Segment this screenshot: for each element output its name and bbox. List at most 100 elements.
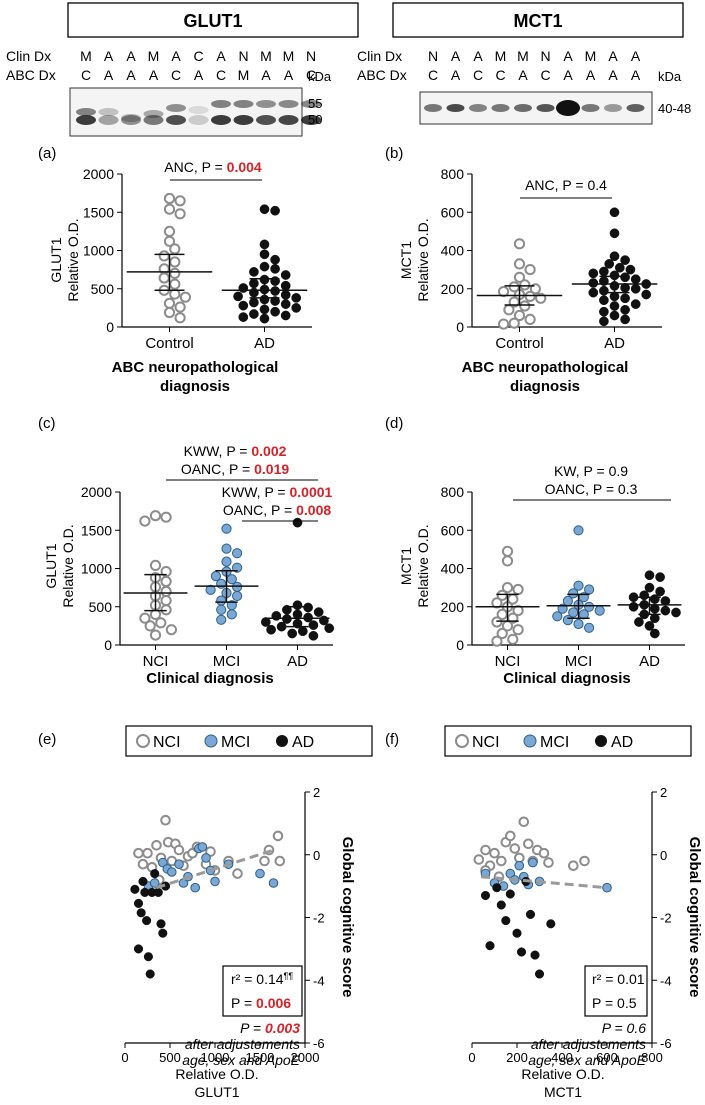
x-tick-label: 1500 (246, 1050, 275, 1065)
mct1-clindx-letter-5: N (540, 48, 550, 64)
data-point-ad (588, 287, 599, 298)
panel-a-label: (a) (38, 145, 56, 162)
data-point-ad (630, 299, 641, 309)
data-point-mci (552, 611, 563, 622)
data-point-control (174, 312, 186, 324)
mct1-band-3 (491, 104, 510, 112)
mct1-clindx-label: Clin Dx (357, 48, 402, 64)
data-point-mci (216, 604, 227, 615)
x-tick-label: AD (639, 653, 660, 670)
chart-d: 0 200 400 600 800 NCI MCI AD (441, 484, 685, 670)
chart-f: 0 200 400 600 800 2 0 -2 -4 -6 (468, 785, 671, 1065)
data-point-ad (534, 969, 545, 979)
data-point-control (169, 267, 181, 279)
y-tick-label: 400 (441, 561, 465, 577)
glut1-clindx-letter-4: A (171, 48, 181, 64)
panel-f-xtitle-1: Relative O.D. (521, 1066, 604, 1082)
data-point-ad (546, 919, 556, 929)
panel-f-adj-line2: age, sex and ApoE (528, 1052, 646, 1068)
data-point-ad (133, 898, 144, 908)
glut1-title: GLUT1 (183, 11, 242, 31)
mct1-title: MCT1 (514, 11, 563, 31)
panel-e-adj-p: P = 0.003 (240, 1020, 300, 1036)
mct1-clindx-letter-2: A (473, 48, 483, 64)
glut1-band-50-1 (98, 115, 119, 125)
data-point-mci (232, 590, 243, 602)
data-point-ad (238, 300, 249, 311)
data-point-ad (614, 262, 625, 273)
data-point-ad (270, 296, 280, 306)
glut1-bands (76, 100, 321, 125)
data-point-mci (562, 615, 574, 626)
data-point-nci (507, 633, 519, 645)
data-point-control (524, 264, 536, 276)
panel-a-xtitle-2: diagnosis (160, 378, 230, 395)
data-point-control (169, 278, 181, 290)
glut1-abcdx-letter-7: M (238, 67, 250, 83)
panel-d-ylabel-1: MCT1 (398, 547, 414, 585)
data-point-ad (260, 617, 271, 627)
data-point-ad (620, 314, 630, 325)
y-tick-label: -2 (313, 911, 325, 926)
data-point-nci (509, 843, 521, 854)
panel-f-label: (f) (385, 731, 399, 748)
glut1-band-50-8 (256, 115, 276, 125)
data-point-nci (579, 855, 590, 867)
glut1-kda: kDa (308, 69, 332, 84)
glut1-clindx-letter-1: A (104, 48, 114, 64)
data-point-control (498, 318, 510, 330)
data-point-mci (232, 562, 243, 573)
y-tick-label: -4 (313, 973, 325, 988)
mct1-abcdx-letter-0: C (428, 67, 438, 83)
panel-f-stats-box (584, 965, 648, 1017)
y-tick-label: 200 (441, 281, 465, 297)
panel-f-r2: r² = 0.01 (592, 971, 645, 987)
panel-c-xtitle: Clinical diagnosis (146, 670, 274, 687)
data-point-ad (671, 607, 681, 618)
glut1-abcdx-letter-0: C (81, 67, 91, 83)
panel-d-label: (d) (385, 415, 403, 432)
data-point-nci (496, 627, 508, 640)
mct1-abcdx-letter-2: C (473, 67, 483, 83)
data-point-nci (160, 595, 172, 607)
panel-e-legend-mci: MCI (221, 734, 250, 751)
data-point-nci (139, 515, 151, 527)
data-point-ad (630, 283, 641, 294)
data-point-control (498, 286, 510, 298)
panel-e-adj-line2: age, sex and ApoE (182, 1052, 300, 1068)
panel-f-legend-mci: MCI (540, 734, 569, 751)
data-point-ad (644, 621, 655, 631)
data-point-ad (644, 582, 655, 593)
glut1-clindx-letter-6: A (216, 48, 226, 64)
panel-f-legend-ad: AD (611, 734, 633, 751)
panel-c-stat-1b: OANC, P = 0.019 (181, 461, 290, 477)
data-point-nci (160, 511, 172, 523)
data-point-ad (271, 611, 282, 621)
data-point-control (513, 271, 526, 283)
panel-e-label: (e) (38, 731, 56, 748)
glut1-band-55-3 (143, 110, 164, 118)
glut1-marker-50: 50 (308, 112, 322, 127)
panel-d-xtitle: Clinical diagnosis (503, 670, 631, 687)
glut1-band-55-4 (166, 104, 186, 112)
data-point-ad (599, 266, 609, 277)
data-point-ad (130, 884, 140, 894)
data-point-control (174, 301, 186, 313)
data-point-ad (150, 869, 160, 879)
x-tick-label: 0 (121, 1050, 128, 1065)
data-point-ad (649, 613, 660, 624)
mct1-clindx-letter-9: A (631, 48, 641, 64)
data-point-ad (249, 267, 259, 277)
data-point-ad (625, 264, 636, 275)
panel-e-legend: NCI MCI AD (125, 725, 373, 757)
data-point-ad (259, 261, 270, 272)
x-tick-label: NCI (143, 653, 169, 670)
mct1-clindx-letter-6: A (563, 48, 573, 64)
panel-c-stat-2a: KWW, P = 0.0001 (222, 484, 333, 500)
y-tick-label: 400 (441, 243, 465, 259)
y-tick-label: 0 (660, 848, 667, 863)
y-tick-label: 2 (313, 785, 320, 800)
glut1-band-50-0 (76, 115, 96, 125)
data-point-ad (655, 586, 665, 597)
